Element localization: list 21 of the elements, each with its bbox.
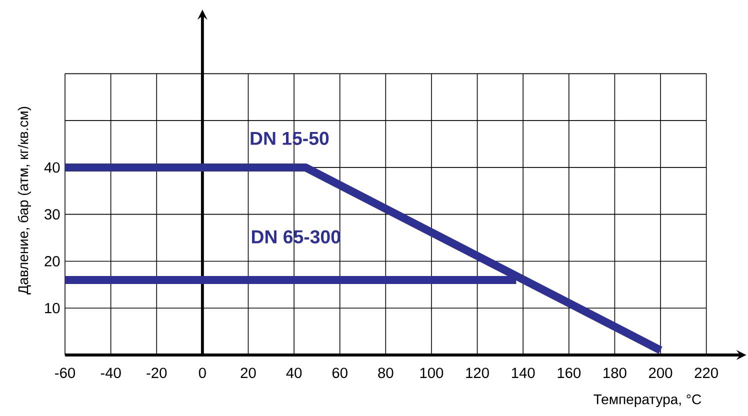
x-tick-label: 20 [240,368,256,378]
x-tick-label: 140 [512,368,535,378]
x-tick-label: 60 [332,368,348,378]
x-tick-label: 220 [694,368,718,378]
y-tick-label: 10 [45,302,60,314]
x-tick-label: 40 [286,368,302,378]
x-tick-label: 0 [198,368,206,378]
x-axis-title: Температура, °C [594,394,702,408]
y-tick-label: 20 [44,256,60,266]
x-tick-label: 120 [466,368,489,378]
x-tick-label: 100 [420,368,444,378]
y-tick-label: 30 [44,209,60,220]
x-tick-label: 160 [558,368,581,378]
x-tick-label: -60 [55,368,76,378]
x-tick-label: -40 [100,368,121,378]
y-tick-label: 40 [44,162,60,173]
x-tick-label: 180 [604,368,626,378]
x-tick-label: 80 [378,368,394,378]
x-tick-label: -20 [146,368,167,378]
y-axis-title: Давление, бар (атм, кг/кв.см) [18,106,31,294]
x-tick-label: 200 [649,368,672,378]
